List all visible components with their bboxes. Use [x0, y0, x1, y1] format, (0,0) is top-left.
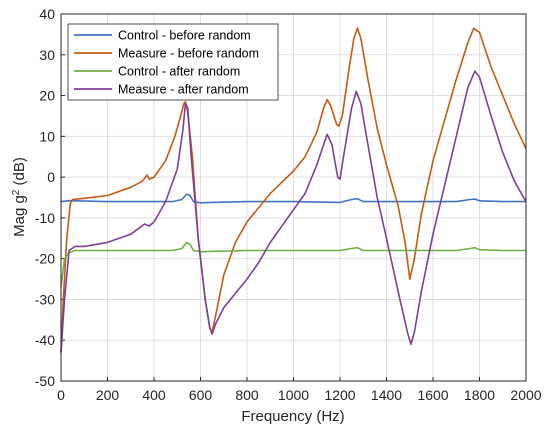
x-tick-label: 800 [235, 387, 259, 403]
x-tick-label: 1000 [278, 387, 309, 403]
y-tick-label: -30 [35, 291, 55, 307]
y-tick-label: 40 [39, 6, 55, 22]
series-line-4 [60, 70, 527, 353]
x-tick-label: 1200 [324, 387, 355, 403]
x-tick-label: 400 [142, 387, 166, 403]
x-tick-label: 1400 [371, 387, 402, 403]
y-tick-label: -10 [35, 210, 55, 226]
legend-label-3: Control - after random [118, 65, 240, 79]
x-tick-label: 2000 [510, 387, 541, 403]
y-tick-labels: -50 -40 -30 -20 -10 0 10 20 30 40 [35, 6, 55, 389]
y-axis-label-suffix: (dB) [11, 157, 28, 190]
y-tick-label: -50 [35, 373, 55, 389]
legend-label-4: Measure - after random [118, 83, 249, 97]
series-line-2 [60, 27, 527, 353]
y-tick-label: -40 [35, 332, 55, 348]
y-axis-label-prefix: Mag g [11, 195, 28, 237]
legend-box [67, 23, 279, 101]
x-tick-label: 600 [189, 387, 213, 403]
series-lines [60, 27, 527, 353]
legend-label-1: Control - before random [118, 29, 251, 43]
x-tick-labels: 0 200 400 600 800 1000 1200 1400 1600 1800 2000 [57, 387, 542, 403]
y-tick-label: 0 [47, 169, 55, 185]
x-tick-label: 1600 [417, 387, 448, 403]
series-line-3 [60, 241, 526, 288]
y-tick-label: 10 [39, 128, 55, 144]
legend: Control - before random Measure - before … [67, 23, 279, 101]
legend-label-2: Measure - before random [118, 47, 259, 61]
y-tick-label: 30 [39, 47, 55, 63]
y-axis-label-exponent: 2 [11, 189, 22, 195]
x-tick-label: 200 [96, 387, 120, 403]
x-axis-label: Frequency (Hz) [241, 408, 344, 425]
y-tick-label: 20 [39, 88, 55, 104]
plot-frame [60, 13, 527, 382]
x-tick-label: 1800 [464, 387, 495, 403]
x-tick-label: 0 [57, 387, 65, 403]
series-line-1 [60, 193, 526, 204]
y-axis-label: Mag g2 (dB) [11, 157, 29, 237]
y-tick-label: -20 [35, 251, 55, 267]
